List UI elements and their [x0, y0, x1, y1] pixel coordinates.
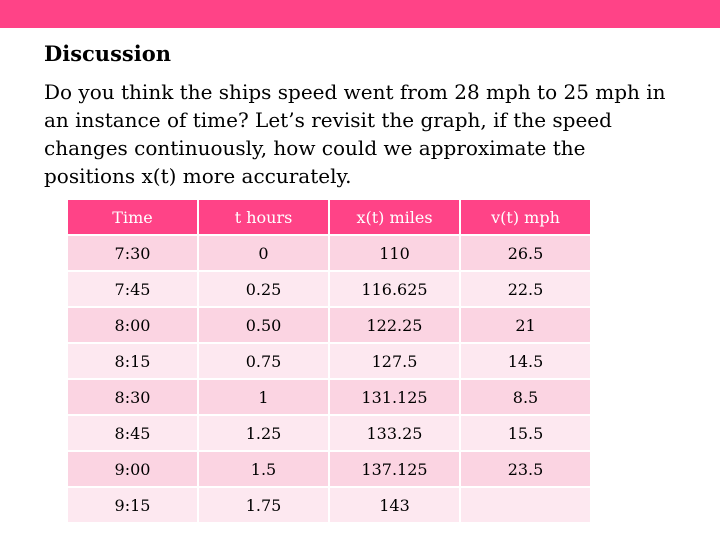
- table-cell: 21: [461, 308, 590, 342]
- paragraph-line: an instance of time? Let’s revisit the g…: [44, 108, 612, 132]
- table-cell: 137.125: [330, 452, 459, 486]
- table-row: 9:15 1.75 143: [68, 488, 590, 522]
- table-cell: 1.75: [199, 488, 328, 522]
- table-cell: 8:30: [68, 380, 197, 414]
- table-cell: 133.25: [330, 416, 459, 450]
- table-cell: 7:45: [68, 272, 197, 306]
- table-row: 8:00 0.50 122.25 21: [68, 308, 590, 342]
- table-cell: 7:30: [68, 236, 197, 270]
- table-cell: 0.75: [199, 344, 328, 378]
- table-cell: 8:45: [68, 416, 197, 450]
- table-header-row: Time t hours x(t) miles v(t) mph: [68, 200, 590, 234]
- table-cell: 8:15: [68, 344, 197, 378]
- slide-heading: Discussion: [44, 41, 171, 66]
- table-cell: 131.125: [330, 380, 459, 414]
- header-x-miles: x(t) miles: [330, 200, 459, 234]
- table-cell: 122.25: [330, 308, 459, 342]
- table-cell: 9:15: [68, 488, 197, 522]
- ship-data-table: Time t hours x(t) miles v(t) mph 7:30 0 11…: [66, 198, 592, 524]
- table-cell: 143: [330, 488, 459, 522]
- table-cell: 8.5: [461, 380, 590, 414]
- table-cell: 14.5: [461, 344, 590, 378]
- table-cell: 1.5: [199, 452, 328, 486]
- table-row: 8:30 1 131.125 8.5: [68, 380, 590, 414]
- table-cell: 116.625: [330, 272, 459, 306]
- table-cell: 26.5: [461, 236, 590, 270]
- table-cell: 1: [199, 380, 328, 414]
- table-row: 7:30 0 110 26.5: [68, 236, 590, 270]
- table-cell: 15.5: [461, 416, 590, 450]
- paragraph-line: changes continuously, how could we appro…: [44, 136, 586, 160]
- paragraph-line: Do you think the ships speed went from 2…: [44, 80, 666, 104]
- top-accent-bar: [0, 0, 720, 28]
- table-cell: 127.5: [330, 344, 459, 378]
- table-cell: 22.5: [461, 272, 590, 306]
- table-body: 7:30 0 110 26.5 7:45 0.25 116.625 22.5 8:00 0.50 1…: [68, 236, 590, 522]
- table-cell: 9:00: [68, 452, 197, 486]
- table-cell: 1.25: [199, 416, 328, 450]
- table-cell: 0.50: [199, 308, 328, 342]
- header-time: Time: [68, 200, 197, 234]
- table-cell: [461, 488, 590, 522]
- header-t-hours: t hours: [199, 200, 328, 234]
- table-cell: 0: [199, 236, 328, 270]
- table-row: 8:15 0.75 127.5 14.5: [68, 344, 590, 378]
- table-cell: 0.25: [199, 272, 328, 306]
- table-row: 9:00 1.5 137.125 23.5: [68, 452, 590, 486]
- table-row: 7:45 0.25 116.625 22.5: [68, 272, 590, 306]
- discussion-paragraph: Do you think the ships speed went from 2…: [44, 78, 694, 190]
- header-v-mph: v(t) mph: [461, 200, 590, 234]
- table-row: 8:45 1.25 133.25 15.5: [68, 416, 590, 450]
- paragraph-line: positions x(t) more accurately.: [44, 164, 352, 188]
- table-cell: 110: [330, 236, 459, 270]
- table-cell: 8:00: [68, 308, 197, 342]
- table-cell: 23.5: [461, 452, 590, 486]
